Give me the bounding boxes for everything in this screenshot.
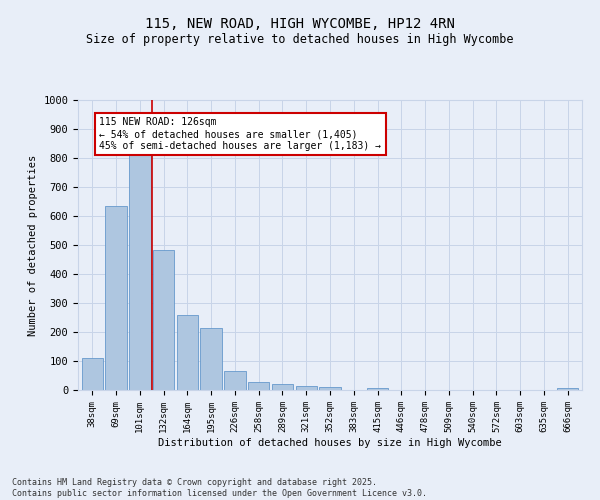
Bar [176, 315, 198, 390]
Bar [272, 384, 293, 390]
Text: Contains HM Land Registry data © Crown copyright and database right 2025.
Contai: Contains HM Land Registry data © Crown c… [12, 478, 427, 498]
Bar [129, 155, 151, 390]
X-axis label: Distribution of detached houses by size in High Wycombe: Distribution of detached houses by size … [158, 438, 502, 448]
Bar [557, 388, 578, 390]
Y-axis label: Number of detached properties: Number of detached properties [28, 154, 38, 336]
Bar [106, 206, 127, 390]
Bar [248, 382, 269, 390]
Bar [224, 370, 245, 390]
Bar [296, 386, 317, 390]
Text: 115 NEW ROAD: 126sqm
← 54% of detached houses are smaller (1,405)
45% of semi-de: 115 NEW ROAD: 126sqm ← 54% of detached h… [100, 118, 382, 150]
Bar [82, 358, 103, 390]
Bar [319, 388, 341, 390]
Bar [200, 328, 222, 390]
Bar [153, 250, 174, 390]
Bar [367, 388, 388, 390]
Text: 115, NEW ROAD, HIGH WYCOMBE, HP12 4RN: 115, NEW ROAD, HIGH WYCOMBE, HP12 4RN [145, 18, 455, 32]
Text: Size of property relative to detached houses in High Wycombe: Size of property relative to detached ho… [86, 32, 514, 46]
